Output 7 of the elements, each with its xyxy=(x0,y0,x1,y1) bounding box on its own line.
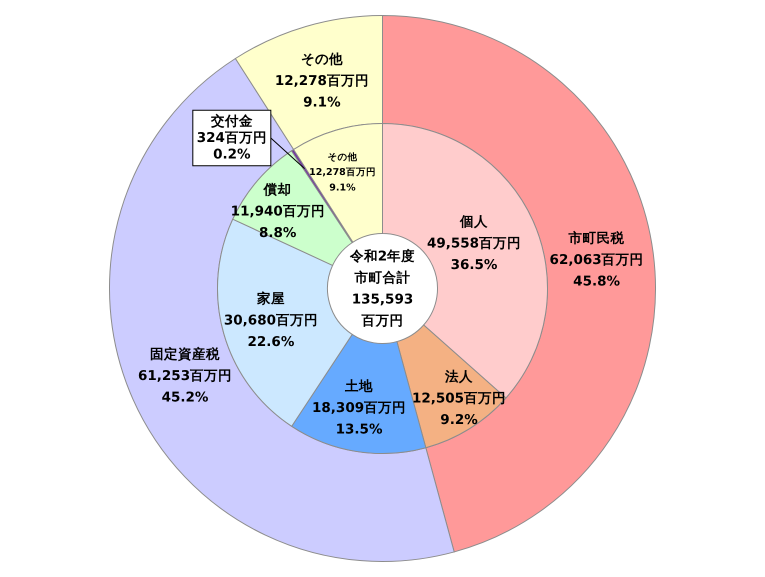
data-label: 土地 18,309百万円 13.5% xyxy=(312,378,406,438)
data-label: その他 12,278百万円 9.1% xyxy=(274,52,369,111)
text: 令和2年度市町合計 135,593 百万円 xyxy=(348,247,416,329)
data-label: 市町民税 62,063百万円 45.8% xyxy=(550,229,644,290)
data-label: 個人 49,558百万円 36.5% xyxy=(426,214,522,273)
data-label: 法人 12,505百万円 9.2% xyxy=(412,369,506,428)
data-label: 交付金 324百万円 0.2% xyxy=(196,112,267,162)
